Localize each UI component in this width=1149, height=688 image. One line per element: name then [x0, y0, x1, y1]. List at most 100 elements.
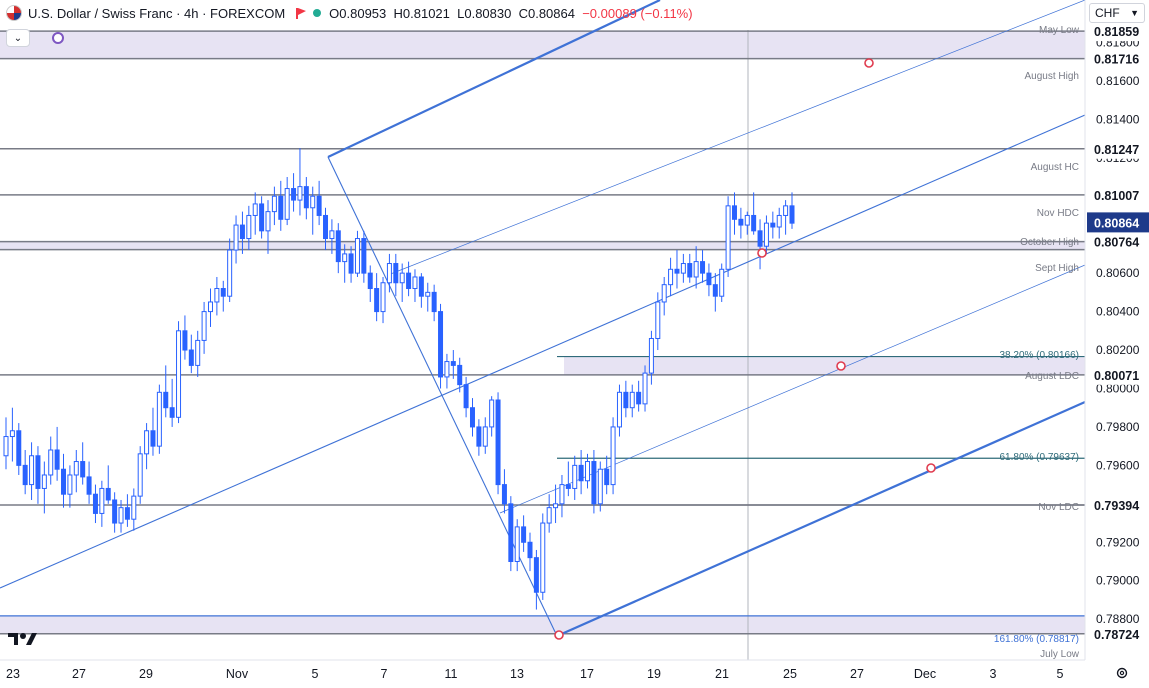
price-tag-text: 0.81859	[1094, 25, 1139, 39]
candle-body	[348, 253, 354, 274]
candle	[495, 392, 501, 495]
candle-body	[3, 436, 9, 457]
candle	[182, 315, 188, 360]
candle	[438, 303, 444, 389]
time-tick-label: 27	[850, 667, 864, 681]
candle-body	[354, 238, 360, 274]
candle-body	[374, 288, 380, 313]
candle-body	[597, 468, 603, 505]
candle	[150, 407, 156, 456]
candle	[476, 419, 482, 456]
candle	[719, 263, 725, 302]
price-tag-text: 0.81007	[1094, 189, 1139, 203]
candle-body	[252, 203, 258, 216]
candle	[271, 186, 277, 226]
candle-body	[533, 557, 539, 593]
candle	[80, 442, 86, 485]
candle	[572, 455, 578, 500]
candle	[655, 292, 661, 351]
candle	[489, 396, 495, 437]
candle	[201, 301, 207, 354]
candle	[335, 223, 341, 274]
candle-body	[265, 211, 271, 232]
candle	[533, 549, 539, 610]
pivot-marker	[554, 630, 564, 640]
candle-body	[546, 507, 552, 524]
candle	[214, 276, 220, 316]
candle	[629, 384, 635, 418]
level-price-tag: 0.81007	[1087, 184, 1149, 205]
price-tag-text: 0.80864	[1094, 216, 1139, 230]
collapse-legend-button[interactable]: ⌄	[6, 29, 30, 47]
level-label: August HC	[1031, 162, 1079, 173]
level-price-tag: 0.81247	[1087, 138, 1149, 159]
candle-body	[16, 430, 22, 466]
candle-body	[668, 268, 674, 286]
candle	[744, 211, 750, 235]
candle	[233, 215, 239, 264]
candle	[156, 384, 162, 454]
candle-body	[572, 464, 578, 489]
time-tick-label: Nov	[226, 667, 249, 681]
price-tag-bg	[1087, 364, 1149, 385]
candle-body	[335, 230, 341, 263]
currency-select[interactable]: CHF ▼	[1089, 3, 1145, 23]
price-tag-bg	[1087, 623, 1149, 644]
candle	[41, 461, 47, 514]
candle-body	[763, 222, 769, 247]
price-tag-text: 0.79394	[1094, 499, 1139, 513]
time-tick-label: 27	[72, 667, 86, 681]
candle-body	[738, 218, 744, 226]
candle	[776, 207, 782, 239]
candle	[610, 417, 616, 495]
flag-icon[interactable]	[295, 8, 307, 19]
last-price-tag: 0.80864	[1087, 212, 1149, 233]
price-tag-bg	[1087, 48, 1149, 69]
candle-body	[176, 330, 182, 418]
candle-body	[680, 263, 686, 274]
candle	[323, 207, 329, 251]
candle-body	[578, 464, 584, 482]
candle-body	[636, 391, 642, 405]
candle	[284, 177, 290, 226]
price-tick-label: 0.79600	[1096, 458, 1140, 472]
candle	[725, 196, 731, 277]
candle-body	[342, 253, 348, 263]
candle	[35, 446, 41, 504]
level-label: July Low	[1040, 649, 1080, 660]
price-tick-label: 0.79000	[1096, 574, 1140, 588]
zone-october-sept-high	[0, 241, 1085, 250]
price-tick-label: 0.78800	[1096, 612, 1140, 626]
candle-body	[712, 284, 718, 297]
tradingview-logo-icon[interactable]	[8, 631, 40, 647]
price-tick-label: 0.80400	[1096, 305, 1140, 319]
chevron-down-icon: ▼	[1130, 8, 1139, 18]
candle	[604, 455, 610, 495]
candle	[112, 492, 118, 533]
candle-body	[789, 205, 795, 224]
candle	[687, 253, 693, 283]
ohlc-values: O0.80953 H0.81021 L0.80830 C0.80864 −0.0…	[329, 6, 692, 21]
candle-body	[591, 461, 597, 505]
candle	[597, 461, 603, 512]
symbol-title[interactable]: U.S. Dollar / Swiss Franc · 4h · FOREXCO…	[28, 5, 286, 21]
candle-body	[156, 391, 162, 447]
channel-quarter-line-lower	[499, 264, 1086, 514]
candle-body	[425, 291, 431, 297]
candle	[188, 334, 194, 374]
candle	[386, 253, 392, 293]
candle-body	[201, 311, 207, 341]
candle-body	[182, 330, 188, 351]
candle-body	[239, 224, 245, 240]
settings-icon[interactable]	[1115, 666, 1129, 680]
candle-body	[80, 461, 86, 478]
candle-body	[124, 507, 130, 520]
candle-body	[463, 384, 469, 409]
candle	[329, 219, 335, 254]
candle	[668, 257, 674, 297]
candle-body	[259, 203, 265, 232]
candle-body	[585, 461, 591, 482]
candle	[259, 196, 265, 239]
